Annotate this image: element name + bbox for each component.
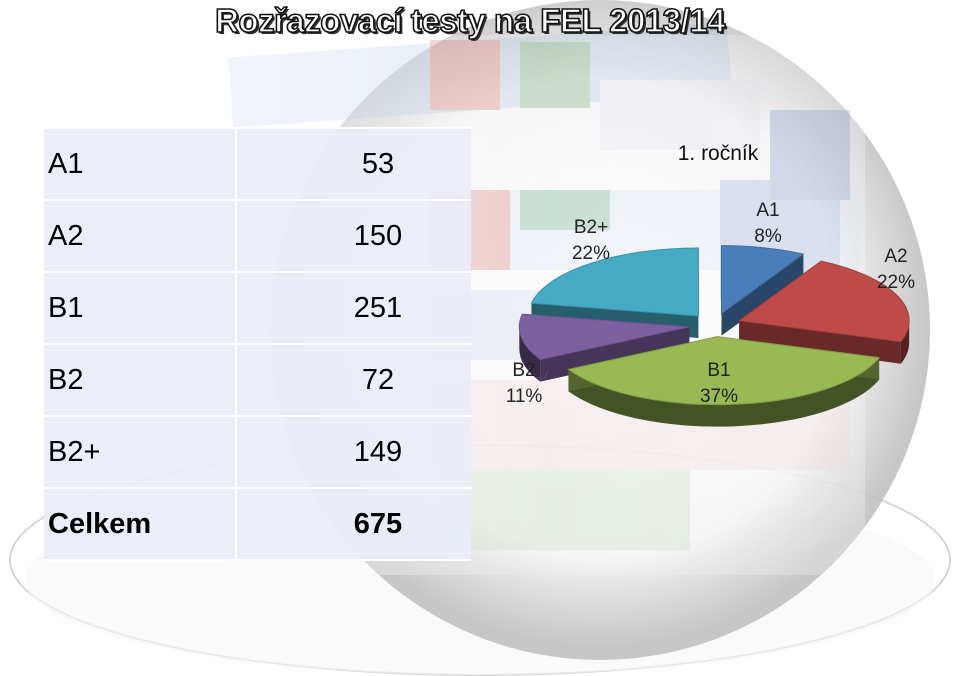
pie-label: B2+: [574, 217, 608, 238]
pie-slice-top: [567, 336, 881, 406]
pie-slice-top: [518, 313, 690, 361]
pie-labels: A1 8% A2 22% B1 37% B2 11% B2+ 22%: [506, 200, 915, 407]
pie-label: B2: [512, 360, 535, 381]
count-cell: 150: [236, 199, 471, 273]
level-cell: B2+: [44, 415, 237, 489]
pie-slice-side: [519, 326, 541, 382]
table-row: B2 72: [44, 343, 471, 417]
table-row: B2+ 149: [44, 415, 471, 489]
pie-slices: [518, 245, 910, 427]
pie-value-label: 22%: [572, 243, 610, 264]
level-counts-table: A1 53 A2 150 B1 251 B2 72 B2+ 149 Celkem…: [44, 127, 471, 561]
pie-value-label: 22%: [877, 272, 915, 293]
pie-slice-top: [720, 245, 805, 315]
level-cell: B2: [44, 343, 237, 417]
level-cell: A1: [44, 127, 237, 201]
pie-slice-a2: [737, 260, 910, 364]
count-cell: 72: [236, 343, 471, 417]
pie-slice-a1: [720, 245, 805, 336]
table-row: A2 150: [44, 199, 471, 273]
table-row: A1 53: [44, 127, 471, 201]
count-cell: 149: [236, 415, 471, 489]
pie-label: A1: [756, 200, 779, 221]
total-label-cell: Celkem: [44, 487, 237, 561]
pie-value-label: 8%: [754, 226, 782, 247]
pie-label: A2: [884, 246, 907, 267]
pie-slice-wall: [739, 320, 901, 364]
count-cell: 251: [236, 271, 471, 345]
pie-leader-line: [537, 369, 549, 379]
pie-slice-b1: [567, 336, 881, 427]
pie-slice-wall: [721, 254, 804, 336]
pie-slice-top: [530, 247, 699, 317]
table-body: A1 53 A2 150 B1 251 B2 72 B2+ 149 Celkem…: [44, 127, 471, 561]
pie-value-label: 11%: [506, 386, 543, 407]
table-row: B1 251: [44, 271, 471, 345]
level-cell: A2: [44, 199, 237, 273]
total-row: Celkem 675: [44, 487, 471, 561]
chart-title: 1. ročník: [678, 142, 759, 165]
pie-slice-top: [737, 260, 910, 343]
pie-leader-lines: [537, 369, 549, 379]
page-title: Rozřazovací testy na FEL 2013/14: [214, 1, 726, 40]
pie-label: B1: [707, 360, 730, 381]
pie-value-label: 37%: [700, 386, 738, 407]
pie-slice-side: [568, 357, 880, 427]
count-cell: 53: [236, 127, 471, 201]
level-cell: B1: [44, 271, 237, 345]
total-count-cell: 675: [236, 487, 471, 561]
